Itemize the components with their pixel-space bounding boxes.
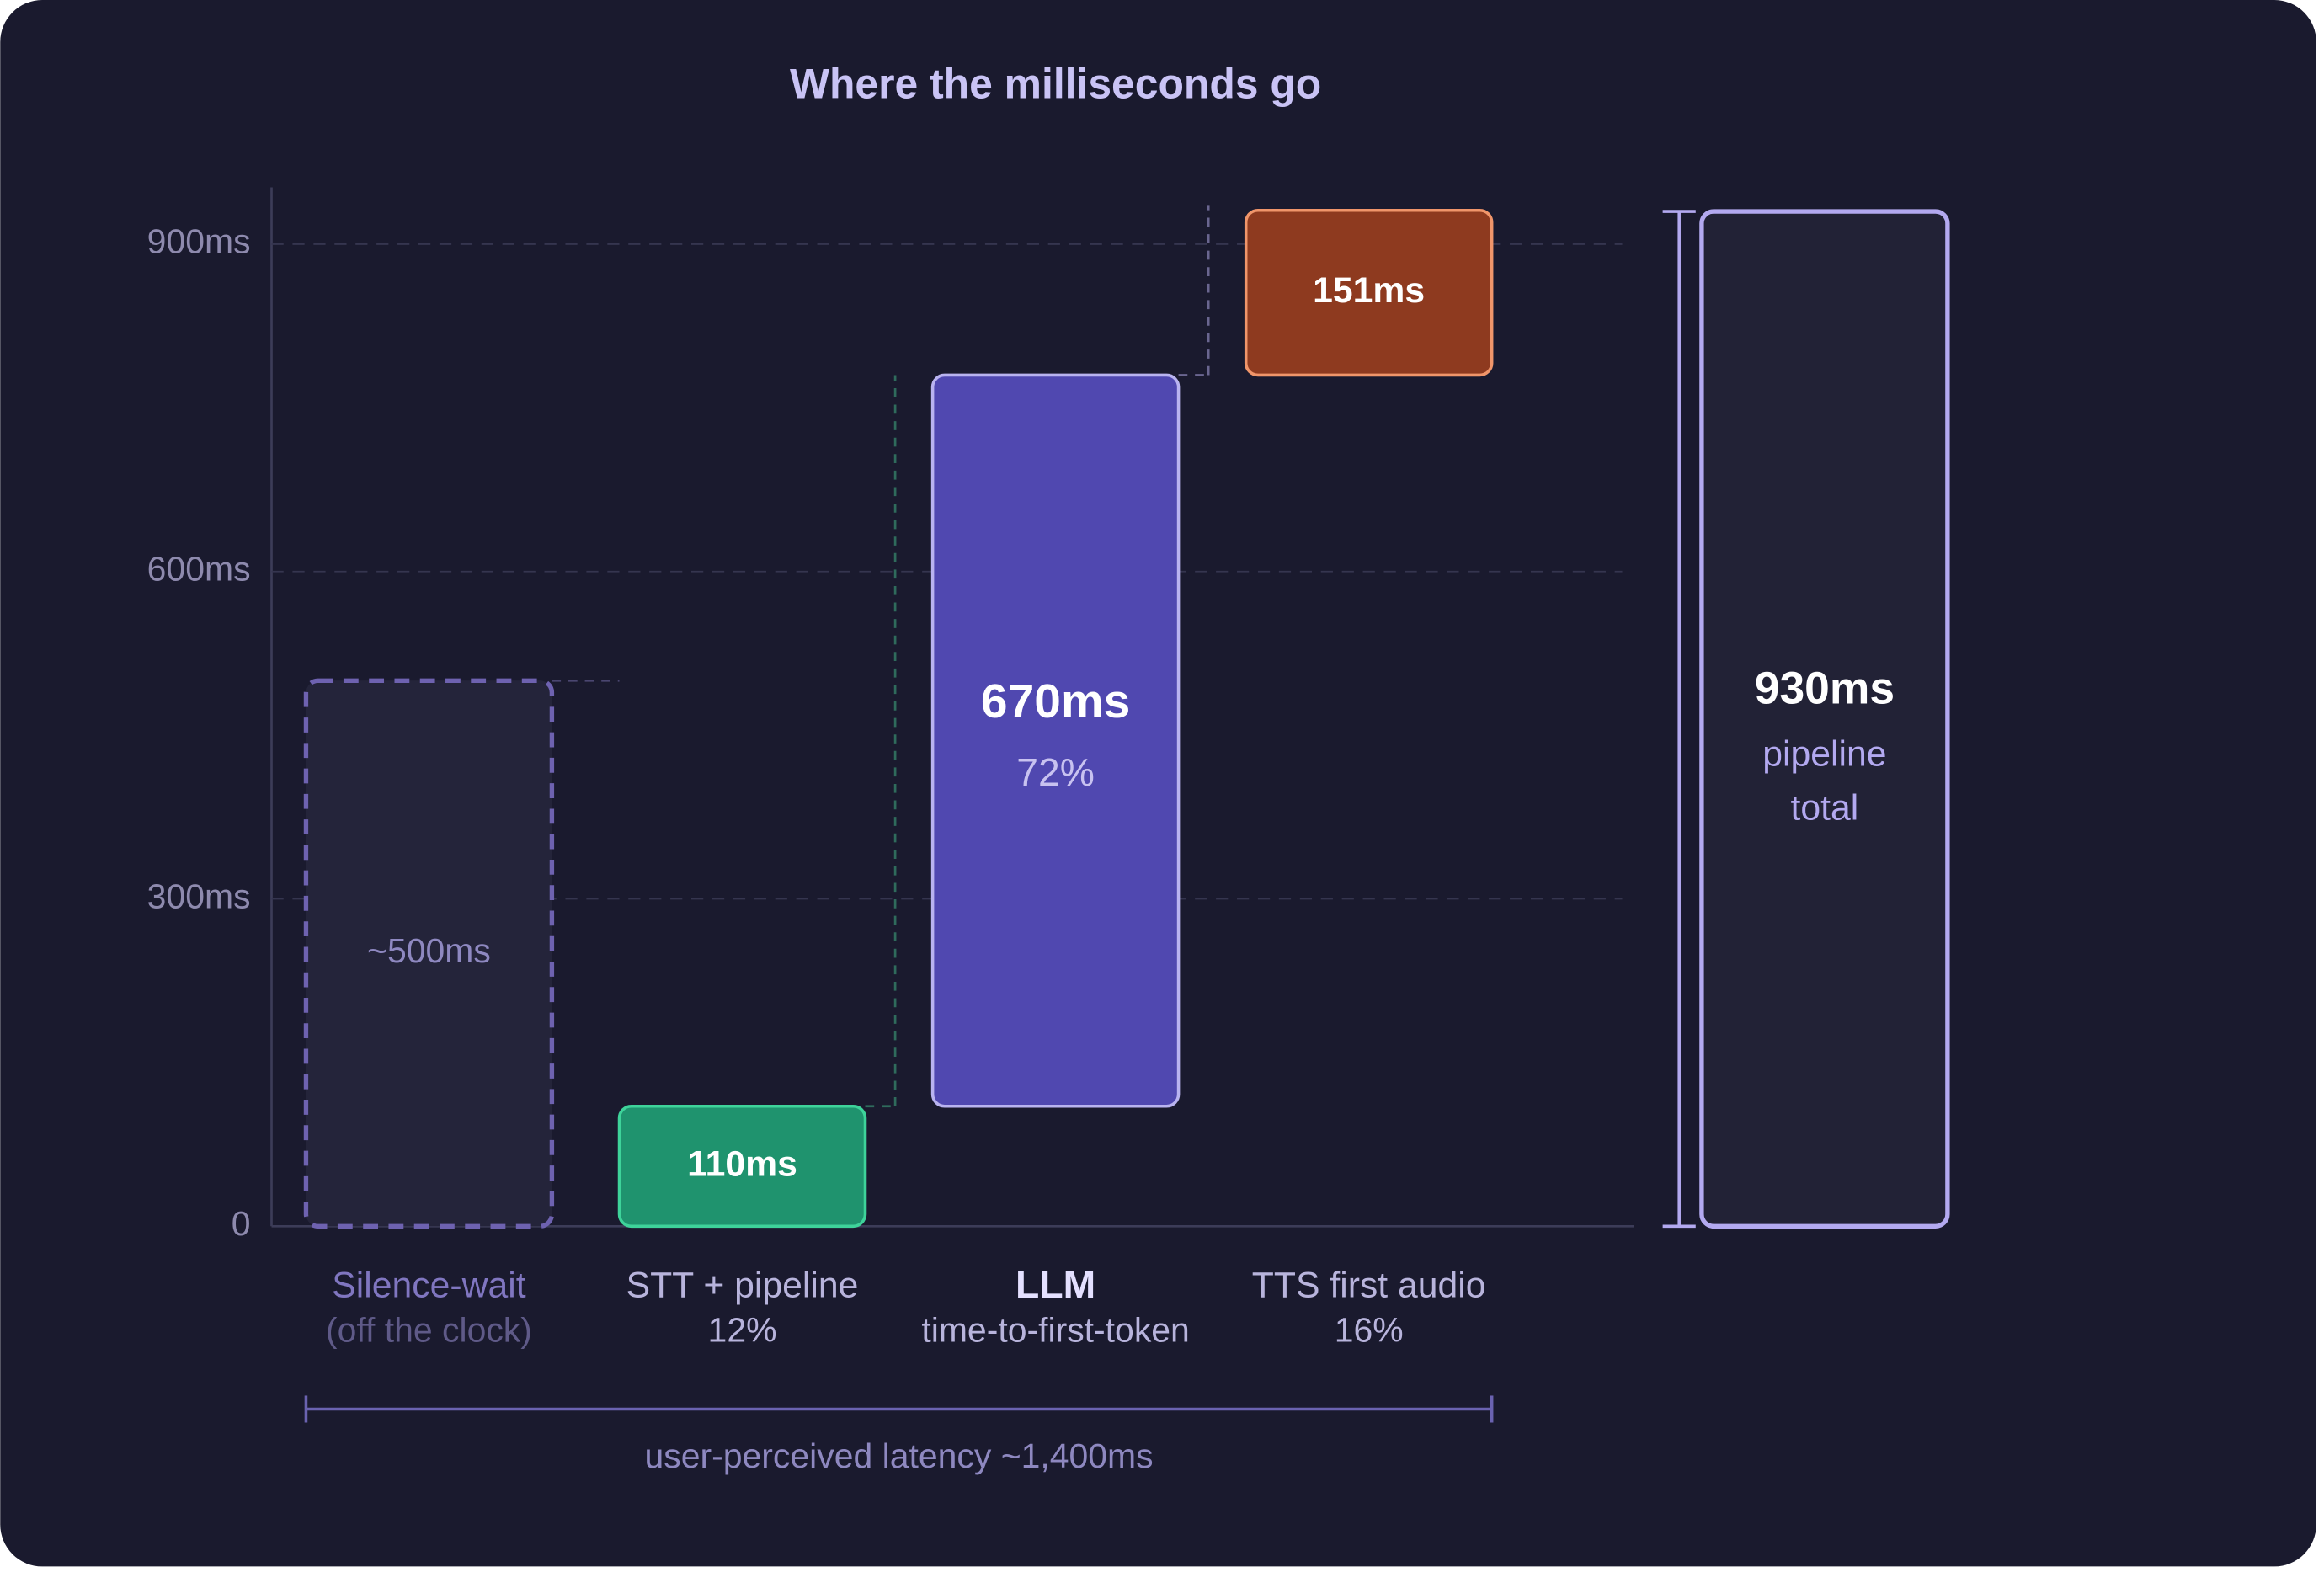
- y-tick-label: 0: [232, 1204, 251, 1243]
- value-label: 670ms: [981, 674, 1130, 728]
- bar: [303, 678, 555, 1229]
- chart-title: Where the milliseconds go: [790, 60, 1321, 107]
- y-tick-label: 900ms: [147, 222, 251, 261]
- total-caption: total: [1791, 788, 1859, 829]
- y-tick-label: 300ms: [147, 877, 251, 915]
- share-label: 16%: [1335, 1311, 1404, 1350]
- value-label: ~500ms: [367, 931, 491, 970]
- category-label: TTS first audio: [1252, 1266, 1486, 1306]
- value-label: 151ms: [1313, 270, 1425, 311]
- category-sublabel: (off the clock): [326, 1311, 532, 1350]
- value-label: 110ms: [687, 1143, 797, 1184]
- share-label: 12%: [708, 1311, 777, 1350]
- total-label: 930ms: [1755, 664, 1895, 714]
- total-bar: [1699, 209, 1950, 1229]
- y-tick-label: 600ms: [147, 550, 251, 589]
- category-sublabel: time-to-first-token: [921, 1311, 1189, 1350]
- category-label: Silence-wait: [332, 1266, 525, 1306]
- bar: [930, 373, 1181, 1108]
- span-annotation: user-perceived latency ~1,400ms: [644, 1436, 1153, 1475]
- total-caption: pipeline: [1762, 733, 1886, 774]
- category-label: STT + pipeline: [626, 1266, 859, 1306]
- category-label: LLM: [1015, 1262, 1095, 1306]
- share-label: 72%: [1016, 750, 1095, 794]
- bar: [617, 1104, 867, 1229]
- bar: [1244, 208, 1494, 377]
